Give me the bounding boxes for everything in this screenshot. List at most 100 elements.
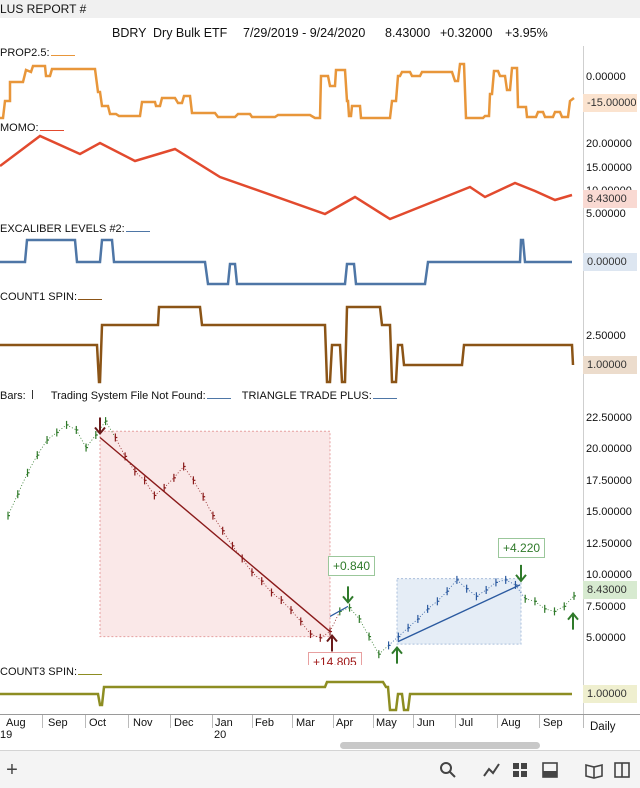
book-icon[interactable] [584, 760, 604, 780]
count3-value-badge: 1.00000 [583, 685, 637, 703]
price-path [398, 627, 409, 637]
plus-icon[interactable]: + [6, 759, 18, 781]
year-label: 20 [214, 729, 227, 741]
price-path [368, 636, 380, 655]
price-tick-label: 12.50000 [586, 537, 632, 550]
excaliber-indicator-pane[interactable]: EXCALIBER LEVELS #2: 0.00000 [0, 222, 640, 291]
count1-line-chart [0, 305, 575, 384]
price-path [378, 645, 389, 655]
price-tick-label: 17.50000 [586, 474, 632, 487]
window-title-bar: LUS REPORT # [0, 0, 640, 19]
momo-tick: 20.00000 [586, 138, 632, 150]
month-label: Jul [459, 717, 474, 729]
percent-change: +3.95% [505, 26, 548, 40]
price-path [329, 611, 341, 632]
price-path [251, 572, 262, 582]
count3-indicator-pane[interactable]: COUNT3 SPIN: 1.00000 [0, 665, 640, 715]
price-path [446, 579, 458, 592]
window-title: LUS REPORT # [0, 2, 87, 16]
prop-value-badge: -15.00000 [583, 94, 637, 112]
month-label: Feb [255, 717, 274, 729]
price-path [388, 636, 399, 646]
bottom-toolbar: + [0, 750, 640, 788]
price-path [27, 454, 38, 473]
price-path [466, 588, 477, 597]
long-trade-line-1 [329, 605, 349, 617]
price-path [75, 429, 87, 448]
month-label: Jan [215, 717, 233, 729]
excaliber-value-badge: 0.00000 [583, 253, 637, 271]
price-path [534, 600, 545, 610]
symbol-name: Dry Bulk ETF [153, 26, 228, 40]
momo-line-chart [0, 134, 573, 221]
short-trade-line [99, 436, 331, 633]
long-exit-arrow-2 [515, 564, 527, 583]
time-axis[interactable]: Aug Sep Oct Nov Dec Jan Feb Mar Apr May … [0, 714, 640, 743]
price-path [17, 472, 28, 495]
count1-tick: 2.50000 [586, 330, 626, 342]
period-selector[interactable]: Daily [590, 721, 616, 733]
price-path [485, 582, 497, 591]
momo-tick: 10.00000 [586, 185, 632, 192]
price-path [46, 432, 58, 441]
year-label: 19 [0, 729, 13, 741]
bars-label: Bars: [0, 390, 26, 402]
long-entry-arrow [391, 646, 403, 664]
long-exit-arrow-1 [342, 586, 354, 604]
triangle-label: TRIANGLE TRADE PLUS: [241, 390, 372, 402]
price-path [154, 487, 165, 496]
excaliber-label: EXCALIBER LEVELS #2: [0, 223, 150, 235]
momo-indicator-pane[interactable]: MOMO: 20.00000 15.00000 10.00000 5.00000… [0, 121, 640, 223]
price-path [456, 579, 467, 589]
grid-icon[interactable] [510, 760, 530, 780]
price-path [349, 607, 360, 620]
price-path [563, 595, 575, 607]
momo-tick: 15.00000 [586, 162, 632, 174]
month-label: Oct [89, 717, 107, 729]
price-path [7, 494, 19, 516]
last-price: 8.43000 [385, 26, 431, 40]
month-label: Mar [296, 717, 315, 729]
prop-tick: 0.00000 [586, 71, 626, 83]
chart-line-icon[interactable] [482, 760, 502, 780]
count1-value-badge: 1.00000 [583, 356, 637, 374]
price-chart [7, 417, 579, 664]
system-label: Trading System File Not Found: [50, 390, 206, 402]
month-label: Sep [48, 717, 68, 729]
prop-line-chart [0, 62, 575, 120]
price-path [505, 579, 516, 586]
price-tick-label: 7.50000 [586, 600, 626, 613]
price-path [114, 437, 126, 457]
excaliber-line-chart [0, 238, 572, 286]
search-icon[interactable] [438, 760, 458, 780]
horizontal-scrollbar[interactable] [340, 742, 540, 749]
month-label: Dec [174, 717, 194, 729]
layout-icon[interactable] [540, 760, 560, 780]
long-trade-box [396, 578, 522, 645]
price-value-badge: 8.43000 [583, 581, 637, 599]
momo-tick: 5.00000 [586, 208, 626, 220]
price-path [427, 600, 438, 610]
price-path [476, 589, 487, 597]
price-path [85, 434, 97, 448]
symbol-ticker: BDRY [112, 26, 147, 40]
count1-label: COUNT1 SPIN: [0, 291, 103, 303]
price-path [554, 605, 565, 612]
date-range: 7/29/2019 - 9/24/2020 [243, 26, 366, 40]
price-path [66, 424, 77, 431]
price-axis [583, 388, 640, 665]
prop-indicator-pane[interactable]: PROP2.5: 0.00000 -15.00000 [0, 46, 640, 122]
price-path [407, 618, 419, 629]
price-tick-label: 20.00000 [586, 443, 632, 456]
price-path [105, 420, 116, 438]
short-trade-result: +14.805 [308, 652, 362, 665]
month-label: Aug [501, 717, 521, 729]
price-path [320, 631, 331, 639]
expand-icon[interactable] [612, 760, 632, 780]
month-label: Nov [133, 717, 153, 729]
count3-line-chart [0, 680, 572, 712]
momo-value-badge: 8.43000 [583, 190, 637, 208]
price-chart-pane[interactable]: Bars: Trading System File Not Found: TRI… [0, 388, 640, 666]
count1-indicator-pane[interactable]: COUNT1 SPIN: 2.50000 1.00000 [0, 290, 640, 389]
price-path [134, 471, 145, 481]
